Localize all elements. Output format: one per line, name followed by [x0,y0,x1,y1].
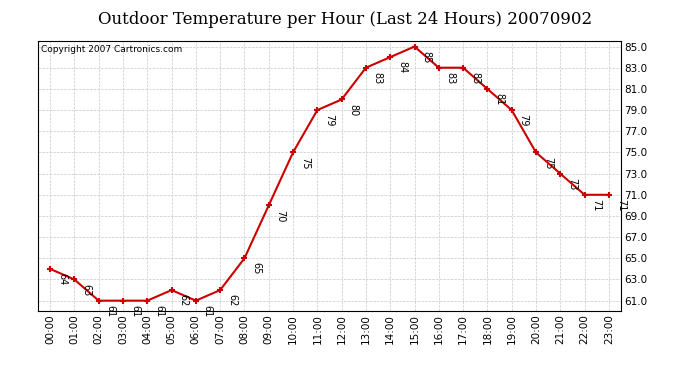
Text: 75: 75 [300,157,310,169]
Text: 83: 83 [373,72,383,84]
Text: 62: 62 [227,294,237,307]
Text: 70: 70 [276,210,286,222]
Text: 71: 71 [591,199,602,211]
Text: 79: 79 [324,114,334,127]
Text: 73: 73 [567,178,578,190]
Text: 81: 81 [494,93,504,105]
Text: 83: 83 [446,72,455,84]
Text: Outdoor Temperature per Hour (Last 24 Hours) 20070902: Outdoor Temperature per Hour (Last 24 Ho… [98,11,592,28]
Text: 61: 61 [155,305,164,317]
Text: 62: 62 [179,294,188,307]
Text: 75: 75 [543,157,553,169]
Text: 84: 84 [397,61,407,74]
Text: 80: 80 [348,104,359,116]
Text: 63: 63 [81,284,91,296]
Text: 71: 71 [615,199,626,211]
Text: 61: 61 [130,305,140,317]
Text: 65: 65 [251,262,262,275]
Text: Copyright 2007 Cartronics.com: Copyright 2007 Cartronics.com [41,45,182,54]
Text: 79: 79 [519,114,529,127]
Text: 61: 61 [106,305,116,317]
Text: 83: 83 [470,72,480,84]
Text: 61: 61 [203,305,213,317]
Text: 64: 64 [57,273,67,285]
Text: 85: 85 [422,51,431,63]
